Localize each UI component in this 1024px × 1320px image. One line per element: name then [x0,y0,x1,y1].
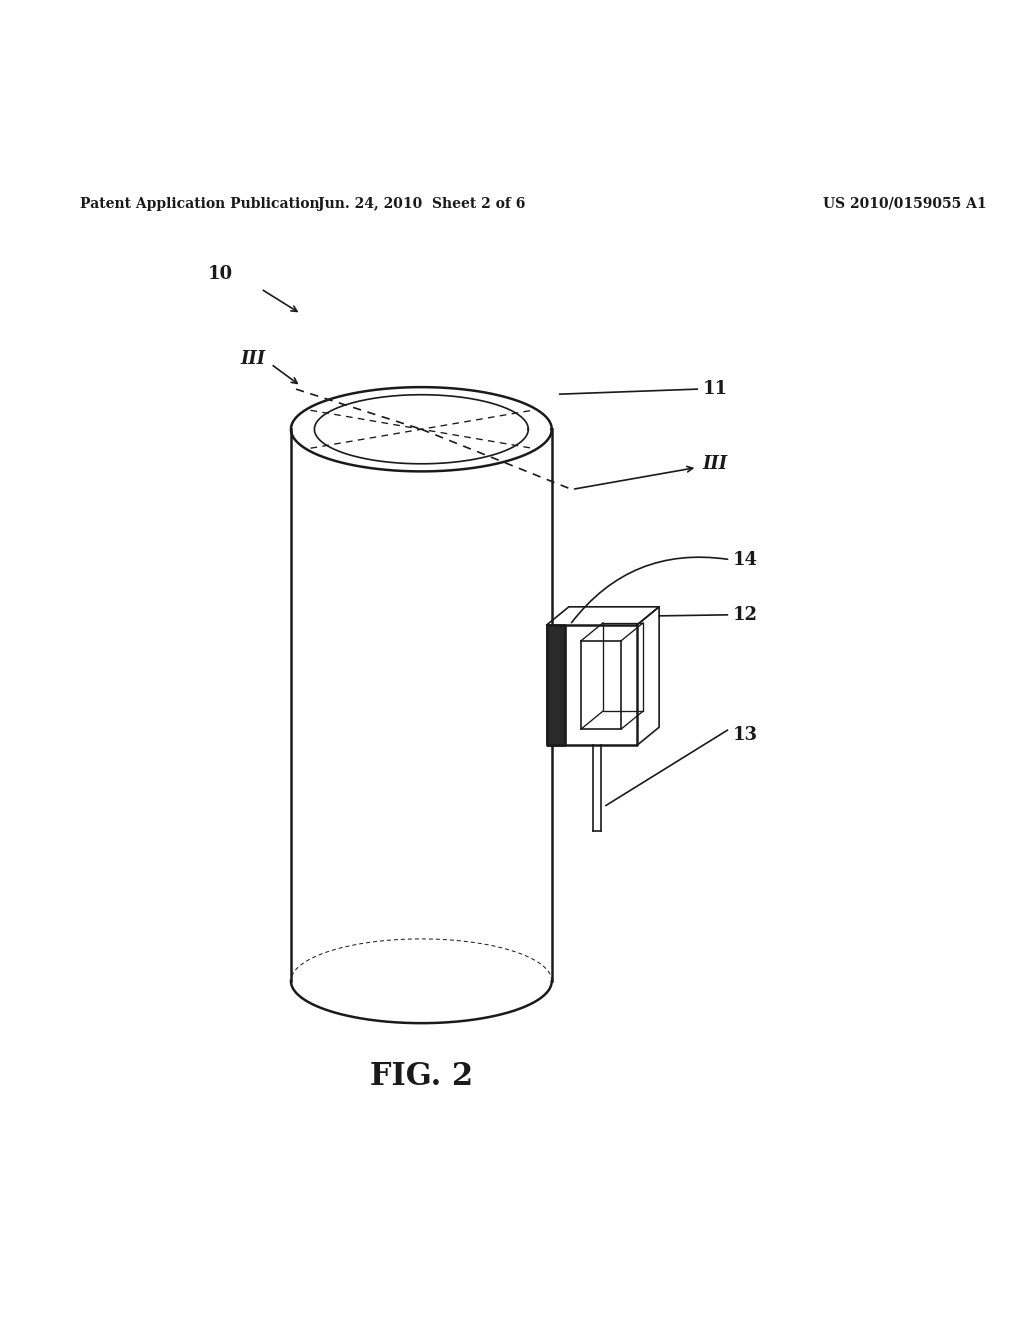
Polygon shape [547,624,565,746]
Text: 10: 10 [208,265,233,282]
Text: 14: 14 [732,550,758,569]
Text: FIG. 2: FIG. 2 [370,1061,473,1092]
Text: 13: 13 [732,726,758,744]
Text: Patent Application Publication: Patent Application Publication [80,197,319,210]
Text: III: III [241,350,266,368]
Text: 12: 12 [732,606,758,624]
Text: US 2010/0159055 A1: US 2010/0159055 A1 [822,197,986,210]
Text: 11: 11 [702,380,727,399]
Text: III: III [702,455,727,474]
Text: Jun. 24, 2010  Sheet 2 of 6: Jun. 24, 2010 Sheet 2 of 6 [317,197,525,210]
